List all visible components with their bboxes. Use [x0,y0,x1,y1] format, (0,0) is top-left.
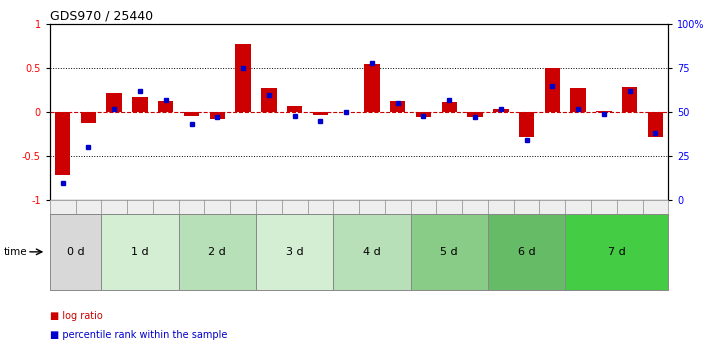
Bar [50,214,101,290]
Bar [261,88,277,112]
Bar [416,112,431,117]
Bar [80,112,96,123]
Text: 1 d: 1 d [131,247,149,257]
Text: ■ log ratio: ■ log ratio [50,311,102,321]
Text: time: time [4,247,27,257]
Bar [287,106,302,112]
Bar [488,214,565,290]
Bar [467,112,483,117]
Bar [235,43,251,112]
Bar [411,214,488,290]
Text: ■ percentile rank within the sample: ■ percentile rank within the sample [50,330,227,339]
Bar [333,214,411,290]
Bar [55,112,70,176]
Bar [570,88,586,112]
Text: GDS970 / 25440: GDS970 / 25440 [50,10,153,23]
Text: 4 d: 4 d [363,247,381,257]
Text: 2 d: 2 d [208,247,226,257]
Bar [210,112,225,119]
Bar [107,93,122,112]
Bar [132,97,148,112]
Bar [313,112,328,115]
Bar [519,112,534,137]
Bar [158,101,173,112]
Bar [565,214,668,290]
Bar [442,101,457,112]
Text: 6 d: 6 d [518,247,535,257]
Bar [178,214,256,290]
Bar [364,64,380,112]
Text: 3 d: 3 d [286,247,304,257]
Bar [390,101,405,112]
Bar [622,88,637,112]
Text: 5 d: 5 d [440,247,458,257]
Bar [256,214,333,290]
Bar [493,109,508,112]
Bar [101,214,178,290]
Text: 7 d: 7 d [608,247,626,257]
Bar [545,68,560,112]
Bar [183,112,199,116]
Bar [648,112,663,137]
Bar [596,111,611,112]
Text: 0 d: 0 d [67,247,85,257]
